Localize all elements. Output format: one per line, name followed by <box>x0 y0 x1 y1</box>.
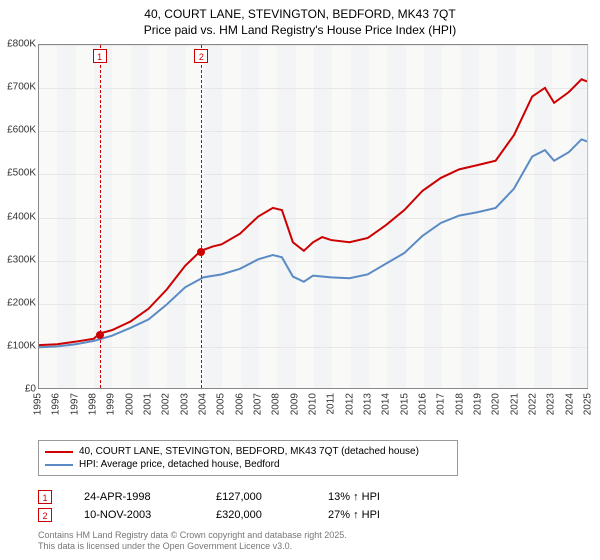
y-tick-label: £300K <box>7 254 36 265</box>
x-tick-label: 2004 <box>198 393 209 415</box>
x-tick-label: 2010 <box>308 393 319 415</box>
sale-marker-dot <box>197 248 205 256</box>
x-tick-label: 2005 <box>216 393 227 415</box>
y-tick-label: £700K <box>7 82 36 93</box>
sale-price: £320,000 <box>216 509 296 521</box>
footer-line: Contains HM Land Registry data © Crown c… <box>38 530 347 541</box>
legend-swatch <box>45 464 73 466</box>
sale-price: £127,000 <box>216 491 296 503</box>
x-tick-label: 2007 <box>253 393 264 415</box>
legend-box: 40, COURT LANE, STEVINGTON, BEDFORD, MK4… <box>38 440 458 476</box>
legend-swatch <box>45 451 73 453</box>
x-tick-label: 2023 <box>546 393 557 415</box>
sales-table: 1 24-APR-1998 £127,000 13% ↑ HPI 2 10-NO… <box>38 488 588 524</box>
x-tick-label: 2021 <box>509 393 520 415</box>
x-tick-label: 2018 <box>454 393 465 415</box>
sale-marker-badge: 2 <box>194 49 208 63</box>
sale-row: 2 10-NOV-2003 £320,000 27% ↑ HPI <box>38 506 588 524</box>
x-tick-label: 2001 <box>143 393 154 415</box>
x-tick-label: 2008 <box>271 393 282 415</box>
sale-marker-badge: 2 <box>38 508 52 522</box>
x-tick-label: 2009 <box>289 393 300 415</box>
x-tick-label: 2025 <box>583 393 594 415</box>
legend-item: 40, COURT LANE, STEVINGTON, BEDFORD, MK4… <box>45 445 451 458</box>
y-tick-label: £500K <box>7 168 36 179</box>
x-tick-label: 2000 <box>124 393 135 415</box>
sale-date: 24-APR-1998 <box>84 491 184 503</box>
sale-marker-line <box>201 45 202 388</box>
y-tick-label: £200K <box>7 297 36 308</box>
sale-date: 10-NOV-2003 <box>84 509 184 521</box>
y-tick-label: £400K <box>7 211 36 222</box>
y-axis: £0£100K£200K£300K£400K£500K£600K£700K£80… <box>0 44 38 389</box>
x-tick-label: 2019 <box>473 393 484 415</box>
x-tick-label: 2013 <box>363 393 374 415</box>
y-tick-label: £100K <box>7 340 36 351</box>
footer-line: This data is licensed under the Open Gov… <box>38 541 347 552</box>
x-tick-label: 2002 <box>161 393 172 415</box>
x-tick-label: 2006 <box>234 393 245 415</box>
x-tick-label: 2015 <box>399 393 410 415</box>
x-tick-label: 1998 <box>88 393 99 415</box>
x-tick-label: 2024 <box>564 393 575 415</box>
legend-item: HPI: Average price, detached house, Bedf… <box>45 458 451 471</box>
sale-marker-dot <box>96 331 104 339</box>
x-tick-label: 1996 <box>51 393 62 415</box>
x-tick-label: 2022 <box>528 393 539 415</box>
y-tick-label: £800K <box>7 39 36 50</box>
sale-marker-badge: 1 <box>38 490 52 504</box>
sale-marker-badge: 1 <box>93 49 107 63</box>
y-tick-label: £600K <box>7 125 36 136</box>
x-tick-label: 2020 <box>491 393 502 415</box>
sale-row: 1 24-APR-1998 £127,000 13% ↑ HPI <box>38 488 588 506</box>
x-tick-label: 2017 <box>436 393 447 415</box>
x-axis: 1995199619971998199920002001200220032004… <box>38 389 588 441</box>
x-tick-label: 2014 <box>381 393 392 415</box>
x-tick-label: 1999 <box>106 393 117 415</box>
line-chart-svg <box>39 45 587 388</box>
legend-label: HPI: Average price, detached house, Bedf… <box>79 459 280 470</box>
x-tick-label: 1995 <box>33 393 44 415</box>
chart-title-block: 40, COURT LANE, STEVINGTON, BEDFORD, MK4… <box>0 0 600 40</box>
x-tick-label: 1997 <box>69 393 80 415</box>
sale-delta: 13% ↑ HPI <box>328 491 380 503</box>
x-tick-label: 2012 <box>344 393 355 415</box>
x-tick-label: 2003 <box>179 393 190 415</box>
x-tick-label: 2011 <box>326 393 337 415</box>
copyright-footer: Contains HM Land Registry data © Crown c… <box>38 530 347 553</box>
chart-plot-area: 12 <box>38 44 588 389</box>
x-tick-label: 2016 <box>418 393 429 415</box>
series-line <box>39 79 587 345</box>
title-line2: Price paid vs. HM Land Registry's House … <box>0 22 600 38</box>
legend-label: 40, COURT LANE, STEVINGTON, BEDFORD, MK4… <box>79 446 419 457</box>
title-line1: 40, COURT LANE, STEVINGTON, BEDFORD, MK4… <box>0 6 600 22</box>
sale-delta: 27% ↑ HPI <box>328 509 380 521</box>
